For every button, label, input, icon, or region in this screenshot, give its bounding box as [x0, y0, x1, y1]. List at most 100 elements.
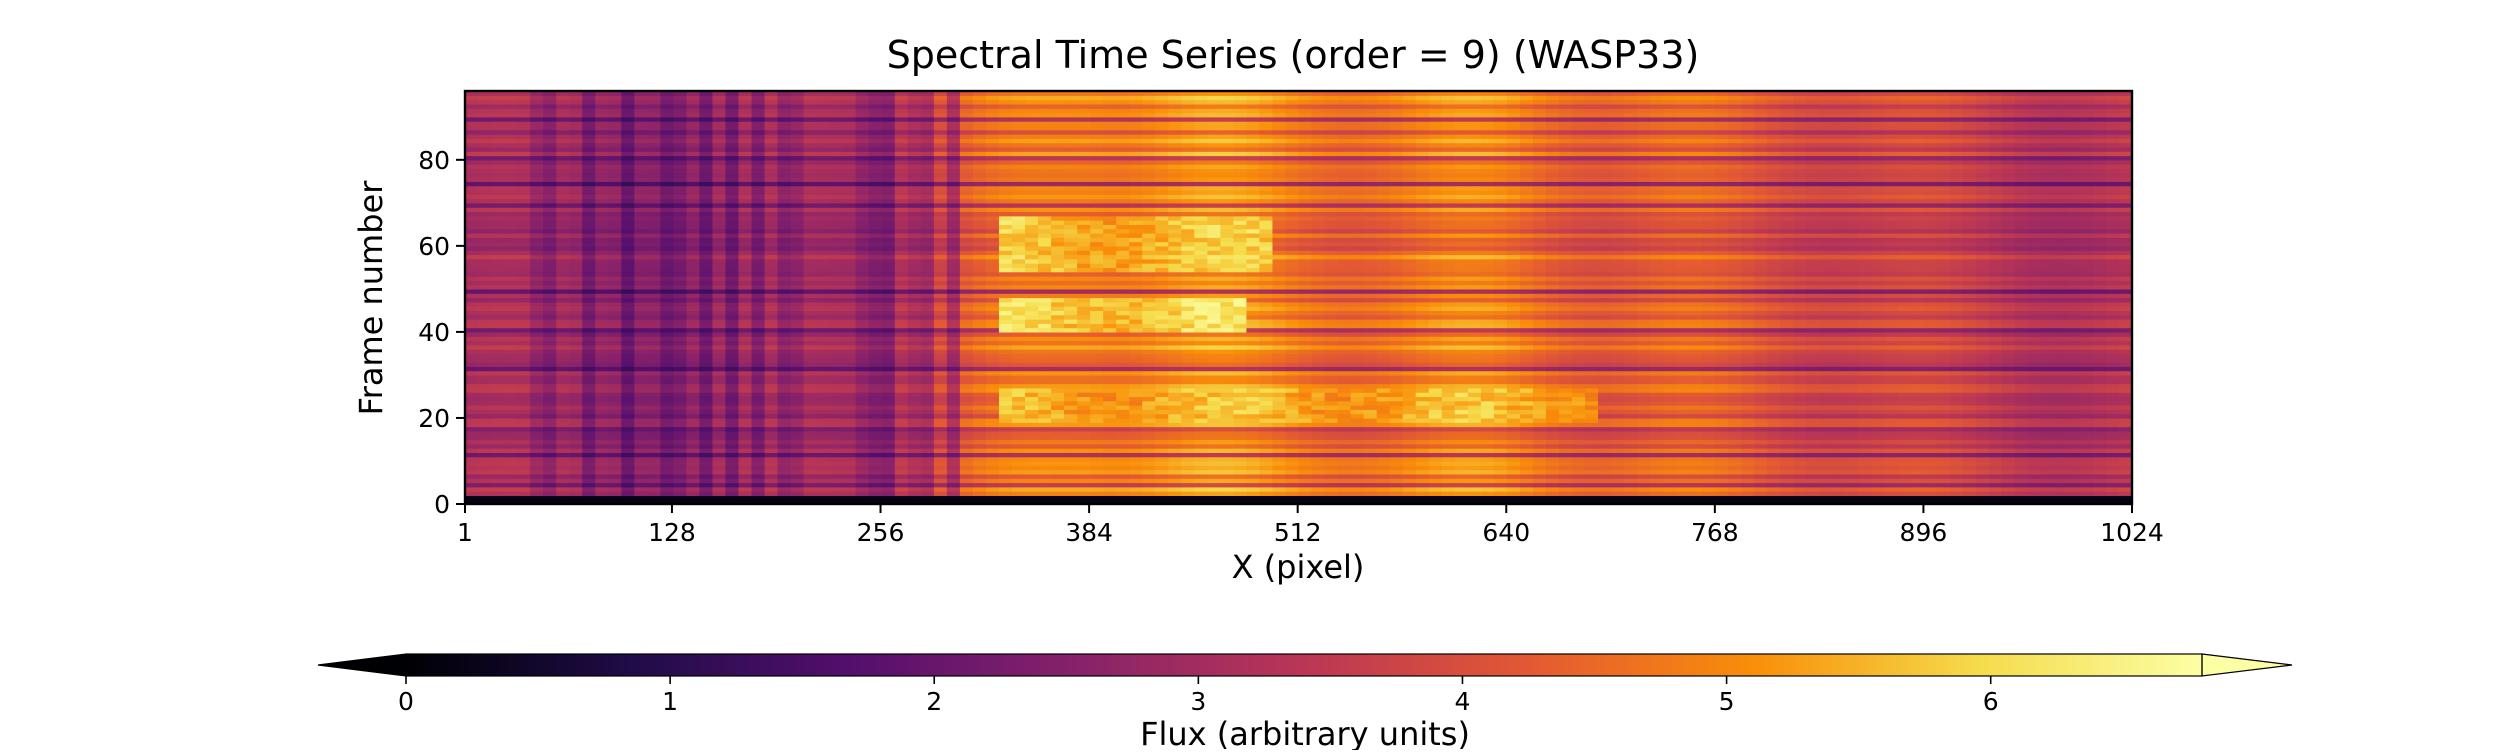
heatmap-cell — [1936, 409, 1951, 415]
heatmap-cell — [985, 435, 1000, 441]
heatmap-cell — [1077, 400, 1091, 406]
heatmap-cell — [1129, 478, 1143, 484]
heatmap-cell — [1754, 469, 1768, 475]
heatmap-cell — [959, 469, 974, 475]
heatmap-cell — [816, 387, 831, 393]
heatmap-cell — [1519, 413, 1534, 419]
heatmap-cell — [1155, 413, 1169, 419]
heatmap-cell — [1754, 344, 1768, 350]
heatmap-cell — [738, 374, 753, 380]
heatmap-cell — [504, 357, 518, 363]
heatmap-cell — [1767, 460, 1781, 466]
heatmap-cell — [881, 409, 896, 415]
heatmap-cell — [1871, 362, 1886, 367]
heatmap-cell — [1545, 383, 1560, 389]
heatmap-cell — [1637, 486, 1651, 492]
heatmap-cell — [1246, 370, 1261, 376]
heatmap-cell — [2066, 460, 2081, 466]
heatmap-cell — [1506, 430, 1521, 436]
heatmap-cell — [1611, 491, 1625, 496]
heatmap-cell — [1285, 482, 1300, 488]
heatmap-cell — [1689, 387, 1703, 393]
heatmap-cell — [1376, 469, 1391, 475]
heatmap-cell — [933, 456, 948, 462]
heatmap-cell — [1988, 405, 2003, 410]
heatmap-cell — [1207, 426, 1221, 432]
heatmap-cell — [2105, 374, 2120, 380]
heatmap-cell — [933, 491, 948, 496]
heatmap-cell — [1832, 336, 1847, 342]
heatmap-cell — [1858, 357, 1873, 363]
heatmap-cell — [998, 430, 1013, 436]
heatmap-cell — [1155, 482, 1169, 488]
heatmap-cell — [2040, 362, 2055, 367]
heatmap-cell — [1532, 357, 1547, 363]
heatmap-cell — [595, 400, 609, 406]
heatmap-cell — [1923, 349, 1938, 355]
heatmap-cell — [1233, 336, 1247, 342]
heatmap-cell — [725, 409, 740, 415]
heatmap-cell — [1519, 435, 1534, 441]
heatmap-cell — [712, 439, 727, 445]
heatmap-cell — [1285, 469, 1300, 475]
heatmap-cell — [1090, 379, 1104, 385]
heatmap-cell — [1571, 491, 1586, 496]
heatmap-cell — [1181, 383, 1195, 389]
heatmap-cell — [1415, 362, 1430, 367]
heatmap-cell — [1728, 460, 1742, 466]
heatmap-cell — [465, 469, 479, 475]
heatmap-cell — [1103, 460, 1117, 466]
heatmap-cell — [1923, 465, 1938, 471]
heatmap-cell — [1715, 413, 1729, 419]
heatmap-cell — [1142, 400, 1156, 406]
heatmap-cell — [1637, 366, 1651, 372]
heatmap-cell — [1611, 362, 1625, 367]
heatmap-cell — [1845, 439, 1860, 445]
heatmap-cell — [1741, 473, 1755, 479]
heatmap-cell — [1025, 387, 1039, 393]
heatmap-cell — [1376, 460, 1391, 466]
heatmap-cell — [491, 336, 505, 342]
heatmap-cell — [1103, 366, 1117, 372]
heatmap-cell — [1598, 473, 1612, 479]
heatmap-cell — [1858, 344, 1873, 350]
heatmap-cell — [1272, 353, 1287, 359]
heatmap-cell — [1975, 405, 1990, 410]
heatmap-cell — [881, 357, 896, 363]
heatmap-cell — [647, 374, 661, 380]
heatmap-cell — [1728, 379, 1742, 385]
heatmap-cell — [712, 353, 727, 359]
heatmap-cell — [1897, 495, 1912, 501]
heatmap-cell — [790, 349, 805, 355]
heatmap-cell — [712, 344, 727, 350]
heatmap-cell — [1259, 336, 1274, 342]
heatmap-cell — [2066, 340, 2081, 346]
heatmap-cell — [790, 426, 805, 432]
heatmap-cell — [634, 400, 648, 406]
heatmap-cell — [2105, 336, 2120, 342]
heatmap-cell — [972, 491, 987, 496]
heatmap-cell — [1676, 478, 1690, 484]
heatmap-cell — [1311, 366, 1326, 372]
heatmap-cell — [1962, 435, 1977, 441]
heatmap-cell — [2027, 417, 2042, 423]
heatmap-cell — [595, 340, 609, 346]
heatmap-cell — [1103, 392, 1117, 398]
heatmap-cell — [673, 426, 687, 432]
heatmap-cell — [764, 456, 779, 462]
heatmap-cell — [959, 379, 974, 385]
heatmap-cell — [2027, 495, 2042, 501]
heatmap-cell — [1090, 396, 1104, 402]
heatmap-cell — [972, 430, 987, 436]
heatmap-cell — [1728, 448, 1742, 453]
heatmap-cell — [1103, 396, 1117, 402]
heatmap-cell — [1428, 495, 1443, 501]
heatmap-cell — [1585, 387, 1599, 393]
heatmap-cell — [1819, 400, 1834, 406]
heatmap-cell — [1051, 362, 1065, 367]
heatmap-cell — [881, 478, 896, 484]
heatmap-cell — [1910, 396, 1925, 402]
heatmap-cell — [1142, 465, 1156, 471]
heatmap-cell — [1441, 478, 1456, 484]
